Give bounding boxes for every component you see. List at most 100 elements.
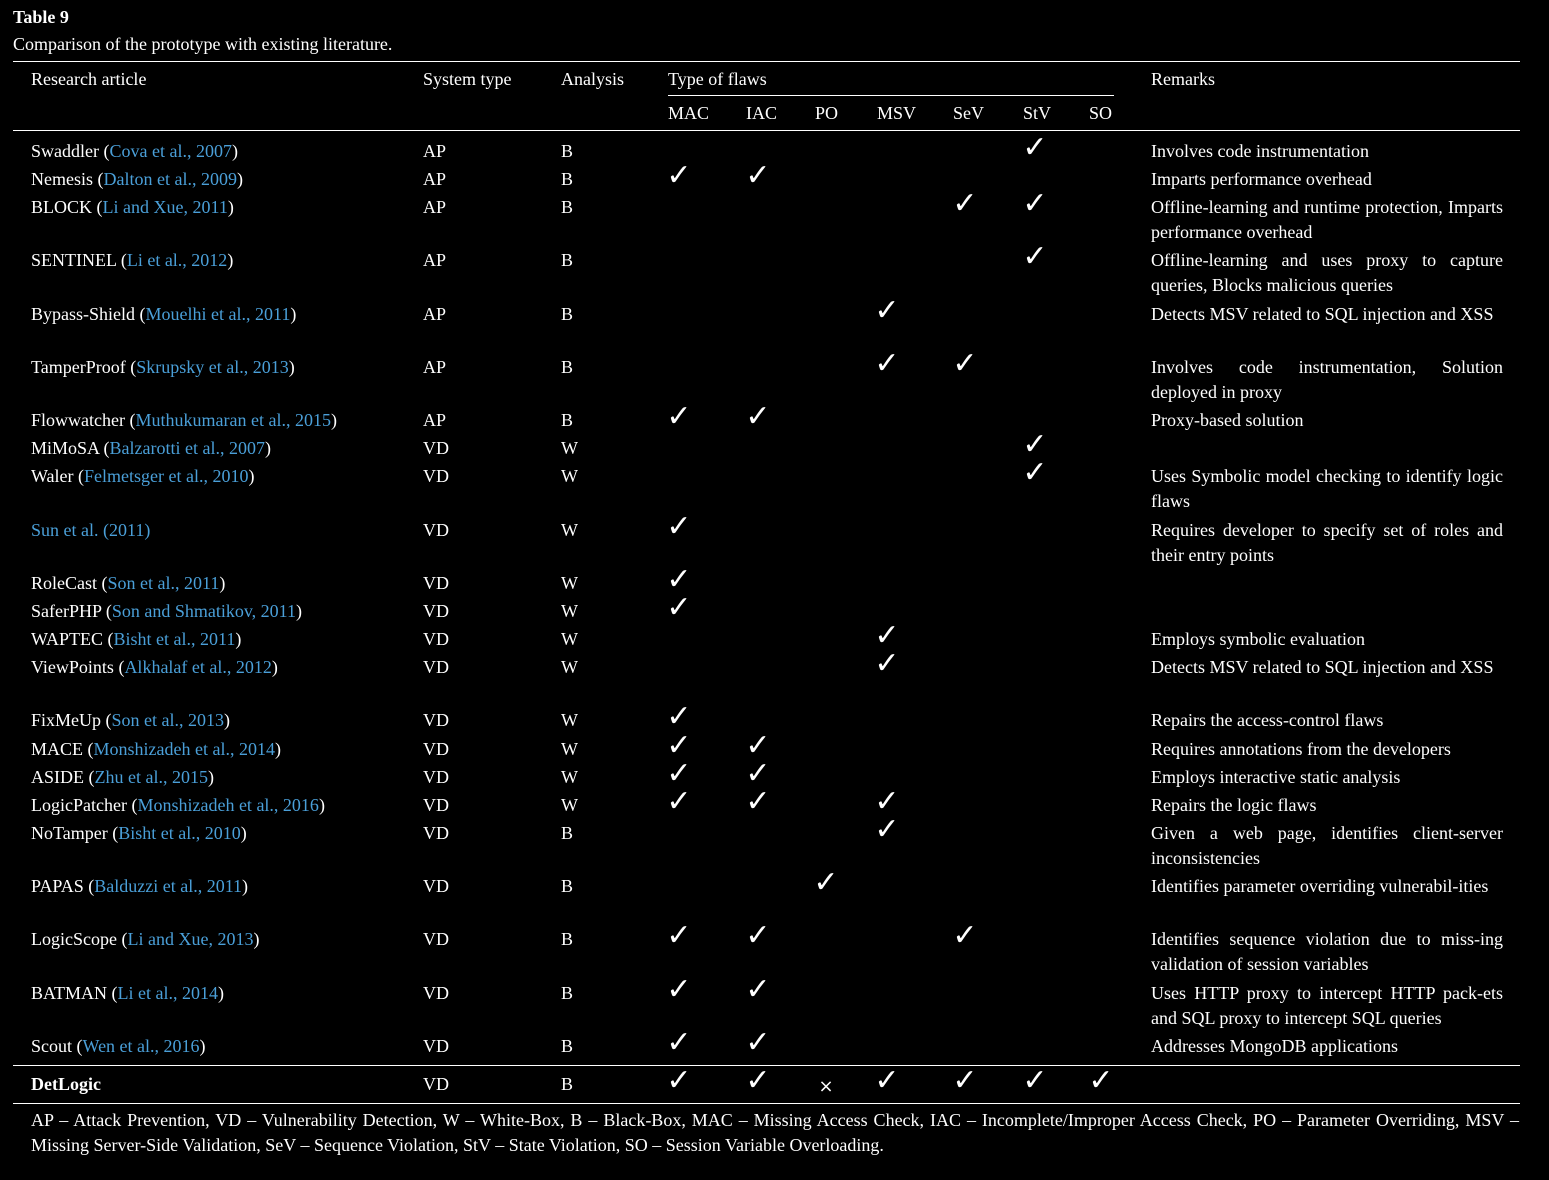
article-name: WAPTEC bbox=[31, 629, 108, 649]
remarks-cell: Employs interactive static analysis bbox=[1151, 767, 1401, 787]
header-system-type: System type bbox=[423, 69, 512, 89]
table-footnote: AP – Attack Prevention, VD – Vulnerabili… bbox=[31, 1110, 1519, 1155]
citation-link[interactable]: Wen et al., 2016 bbox=[82, 1036, 200, 1056]
check-mark-iac: ✓ bbox=[745, 972, 771, 1007]
analysis-cell: W bbox=[561, 601, 578, 621]
article-name: Scout bbox=[31, 1036, 77, 1056]
paren: ( bbox=[96, 197, 103, 217]
citation-link[interactable]: Cova et al., 2007 bbox=[109, 141, 232, 161]
paren: ) bbox=[242, 876, 249, 896]
citation-link[interactable]: Sun et al. (2011) bbox=[31, 520, 151, 540]
analysis-cell: B bbox=[561, 983, 574, 1003]
remarks-cell: Given a web page, identifies client-serv… bbox=[1151, 823, 1503, 868]
paren: ) bbox=[199, 1036, 206, 1056]
check-mark-iac: ✓ bbox=[745, 1025, 771, 1060]
citation-link[interactable]: Son et al., 2013 bbox=[111, 710, 225, 730]
paren: ( bbox=[139, 304, 146, 324]
analysis-cell: B bbox=[561, 410, 574, 430]
citation-link[interactable]: Bisht et al., 2011 bbox=[113, 629, 236, 649]
citation-link[interactable]: Monshizadeh et al., 2016 bbox=[137, 795, 319, 815]
check-mark-mac: ✓ bbox=[666, 784, 692, 819]
check-mark-msv: ✓ bbox=[874, 1063, 900, 1098]
citation-link[interactable]: Mouelhi et al., 2011 bbox=[145, 304, 291, 324]
citation-link[interactable]: Li and Xue, 2011 bbox=[102, 197, 228, 217]
remarks-cell: Requires annotations from the developers bbox=[1151, 739, 1451, 759]
check-mark-po: ✓ bbox=[813, 865, 839, 900]
citation-link[interactable]: Son and Shmatikov, 2011 bbox=[111, 601, 297, 621]
analysis-cell: W bbox=[561, 657, 578, 677]
check-mark-mac: ✓ bbox=[666, 1063, 692, 1098]
citation-link[interactable]: Alkhalaf et al., 2012 bbox=[124, 657, 272, 677]
citation-link[interactable]: Balzarotti et al., 2007 bbox=[109, 438, 265, 458]
citation-link[interactable]: Son et al., 2011 bbox=[107, 573, 220, 593]
remarks-cell: Offline-learning and runtime protection,… bbox=[1151, 197, 1503, 242]
analysis-cell: W bbox=[561, 466, 578, 486]
article-name: SENTINEL bbox=[31, 250, 121, 270]
remarks-cell: Detects MSV related to SQL injection and… bbox=[1151, 304, 1494, 324]
paren: ( bbox=[78, 466, 85, 486]
article-cell: ASIDE (Zhu et al., 2015) bbox=[31, 765, 214, 790]
analysis-cell: B bbox=[561, 304, 574, 324]
paren: ( bbox=[101, 573, 108, 593]
analysis-cell: B bbox=[561, 929, 574, 949]
article-cell: SENTINEL (Li et al., 2012) bbox=[31, 248, 233, 273]
paren: ( bbox=[118, 657, 125, 677]
citation-link[interactable]: Skrupsky et al., 2013 bbox=[136, 357, 289, 377]
article-cell: BLOCK (Li and Xue, 2011) bbox=[31, 195, 234, 220]
check-mark-mac: ✓ bbox=[666, 562, 692, 597]
remarks-cell: Detects MSV related to SQL injection and… bbox=[1151, 657, 1494, 677]
remarks-cell: Imparts performance overhead bbox=[1151, 169, 1372, 189]
system-type-cell: AP bbox=[423, 410, 447, 430]
citation-link[interactable]: Felmetsger et al., 2010 bbox=[84, 466, 249, 486]
system-type-cell: VD bbox=[423, 1036, 449, 1056]
header-flaw-mac: MAC bbox=[668, 103, 710, 123]
check-mark-mac: ✓ bbox=[666, 918, 692, 953]
article-name: BLOCK bbox=[31, 197, 97, 217]
analysis-cell: B bbox=[561, 197, 574, 217]
system-type-cell: VD bbox=[423, 520, 449, 540]
check-mark-stv: ✓ bbox=[1022, 1063, 1048, 1098]
paren: ) bbox=[253, 929, 260, 949]
citation-link[interactable]: Zhu et al., 2015 bbox=[94, 767, 208, 787]
remarks-cell: Uses HTTP proxy to intercept HTTP pack-e… bbox=[1151, 983, 1503, 1028]
check-mark-mac: ✓ bbox=[666, 699, 692, 734]
analysis-cell: W bbox=[561, 795, 578, 815]
citation-link[interactable]: Bisht et al., 2010 bbox=[118, 823, 241, 843]
citation-link[interactable]: Monshizadeh et al., 2014 bbox=[93, 739, 275, 759]
article-cell: BATMAN (Li et al., 2014) bbox=[31, 981, 224, 1006]
system-type-cell: AP bbox=[423, 250, 447, 270]
paren: ) bbox=[235, 629, 242, 649]
article-name: BATMAN bbox=[31, 983, 112, 1003]
citation-link[interactable]: Li et al., 2012 bbox=[126, 250, 228, 270]
header-flaw-sev: SeV bbox=[953, 103, 984, 123]
remarks-cell: Requires developer to specify set of rol… bbox=[1151, 520, 1503, 565]
paren: ) bbox=[248, 466, 255, 486]
system-type-cell: VD bbox=[423, 823, 449, 843]
article-name: Bypass-Shield bbox=[31, 304, 140, 324]
citation-link[interactable]: Balduzzi et al., 2011 bbox=[94, 876, 243, 896]
paren: ( bbox=[131, 795, 138, 815]
paren: ) bbox=[274, 739, 281, 759]
check-mark-so: ✓ bbox=[1088, 1063, 1114, 1098]
check-mark-msv: ✓ bbox=[874, 293, 900, 328]
system-type-cell: AP bbox=[423, 304, 447, 324]
system-type-cell: VD bbox=[423, 629, 449, 649]
analysis-cell: B bbox=[561, 169, 574, 189]
citation-link[interactable]: Muthukumaran et al., 2015 bbox=[135, 410, 331, 430]
system-type-cell: VD bbox=[423, 438, 449, 458]
detlogic-analysis: B bbox=[561, 1074, 574, 1094]
check-mark-iac: ✓ bbox=[745, 158, 771, 193]
citation-link[interactable]: Li and Xue, 2013 bbox=[127, 929, 254, 949]
paren: ( bbox=[103, 438, 110, 458]
remarks-cell: Involves code instrumentation bbox=[1151, 141, 1369, 161]
paren: ) bbox=[271, 657, 278, 677]
article-name: RoleCast bbox=[31, 573, 102, 593]
article-cell: MACE (Monshizadeh et al., 2014) bbox=[31, 737, 281, 762]
citation-link[interactable]: Li et al., 2014 bbox=[117, 983, 218, 1003]
paren: ) bbox=[288, 357, 295, 377]
paren: ) bbox=[296, 601, 303, 621]
check-mark-stv: ✓ bbox=[1022, 239, 1048, 274]
header-type-of-flaws: Type of flaws bbox=[668, 69, 767, 89]
citation-link[interactable]: Dalton et al., 2009 bbox=[103, 169, 237, 189]
paren: ( bbox=[130, 357, 137, 377]
